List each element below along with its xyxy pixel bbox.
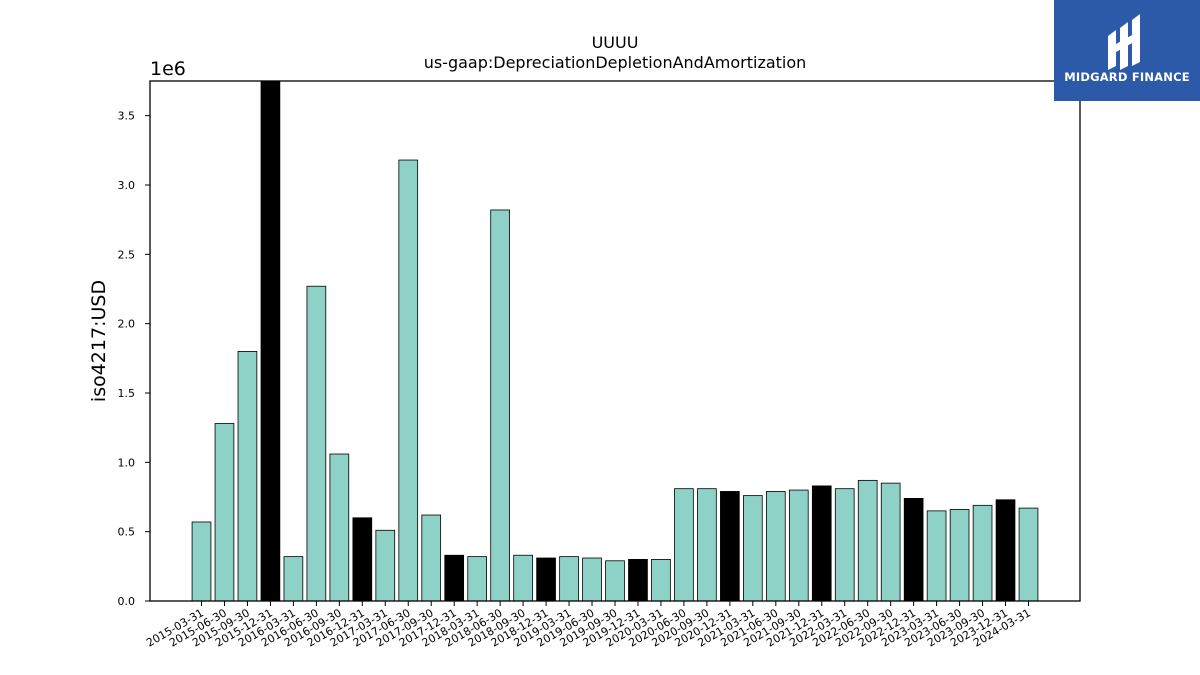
- bar-2021-12-31: [811, 485, 832, 602]
- y-tick-label: 3.0: [118, 179, 136, 192]
- bar-2016-09-30: [329, 453, 350, 602]
- bar-2017-12-31: [444, 554, 465, 602]
- bar-2022-06-30: [857, 479, 878, 602]
- bar-2021-03-31: [743, 495, 763, 602]
- bar-2018-06-30: [490, 209, 510, 602]
- y-tick-label: 2.5: [118, 248, 136, 261]
- bar-2018-03-31: [467, 556, 487, 602]
- plot-frame: [149, 80, 1081, 602]
- y-tick-label: 2.0: [118, 318, 136, 331]
- bar-2019-12-31: [628, 559, 648, 602]
- y-axis-label: iso4217:USD: [88, 280, 110, 402]
- bar-2019-06-30: [582, 557, 602, 602]
- bar-2017-06-30: [398, 159, 419, 602]
- bar-2019-03-31: [559, 556, 579, 602]
- bar-2015-12-31: [260, 80, 281, 602]
- bar-2018-09-30: [513, 554, 533, 602]
- bar-2023-03-31: [926, 510, 947, 602]
- midgard-logo-icon: [1108, 14, 1140, 70]
- bar-2024-03-31: [1018, 507, 1039, 602]
- chart-subtitle: us-gaap:DepreciationDepletionAndAmortiza…: [424, 53, 807, 72]
- brand-logo: MIDGARD FINANCE: [1054, 0, 1200, 101]
- bar-2015-06-30: [214, 423, 235, 602]
- y-tick-label: 0.0: [118, 595, 136, 608]
- bar-2015-03-31: [191, 521, 212, 602]
- bar-2022-09-30: [880, 482, 901, 602]
- bar-2020-09-30: [697, 488, 717, 602]
- bar-2017-09-30: [421, 514, 442, 602]
- bar-2016-03-31: [283, 556, 304, 602]
- y-tick-label: 3.5: [118, 110, 136, 123]
- bar-2018-12-31: [536, 557, 556, 602]
- bar-2017-03-31: [375, 529, 396, 602]
- bar-2020-06-30: [674, 488, 694, 602]
- y-ticks: 0.0 0.5 1.0 1.5 2.0 2.5 3.0 3.5: [118, 110, 150, 608]
- bar-2021-09-30: [788, 489, 809, 602]
- bar-2020-03-31: [651, 559, 671, 602]
- logo-text: MIDGARD FINANCE: [1064, 70, 1190, 84]
- bar-2022-12-31: [903, 497, 924, 602]
- bar-2022-03-31: [834, 488, 855, 602]
- bar-2023-06-30: [949, 509, 970, 602]
- bar-2023-09-30: [972, 504, 993, 602]
- y-tick-label: 1.0: [118, 456, 136, 469]
- bars-group: [191, 80, 1039, 602]
- bar-2023-12-31: [995, 499, 1016, 602]
- bar-2016-06-30: [306, 285, 327, 602]
- bar-2016-12-31: [352, 517, 373, 602]
- y-tick-label: 1.5: [118, 387, 136, 400]
- x-ticks: 2015-03-312015-06-302015-09-302015-12-31…: [144, 601, 1033, 650]
- bar-2015-09-30: [237, 350, 258, 602]
- chart-title: UUUU: [592, 33, 639, 52]
- bar-2020-12-31: [720, 491, 740, 602]
- y-tick-label: 0.5: [118, 526, 136, 539]
- bar-2019-09-30: [605, 560, 625, 602]
- bar-2021-06-30: [765, 491, 786, 602]
- y-scale-label: 1e6: [150, 58, 186, 80]
